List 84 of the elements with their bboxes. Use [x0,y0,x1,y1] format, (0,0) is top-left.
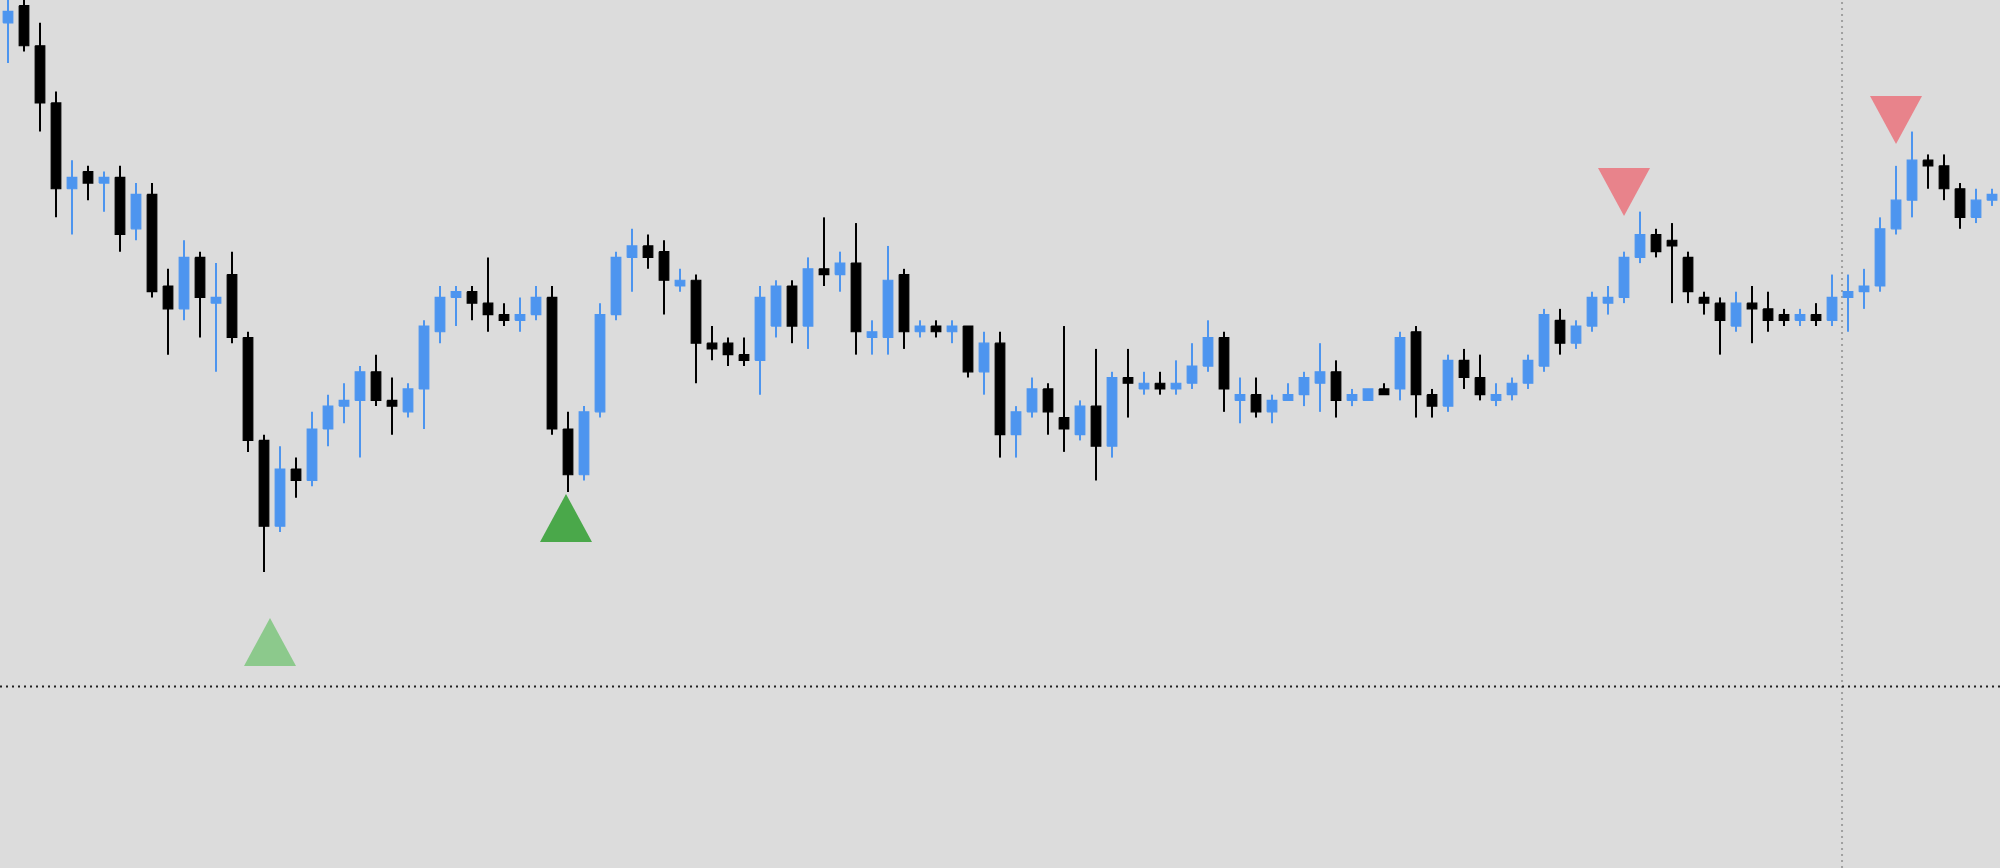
candlestick [1026,376,1038,419]
candlestick [370,353,382,408]
candlestick [1586,290,1598,333]
candlestick [1330,359,1342,419]
candlestick [1938,153,1950,202]
candlestick [530,284,542,322]
candlestick [1154,370,1166,396]
candlestick [1458,347,1470,390]
candlestick [1666,222,1678,305]
candlestick [1730,290,1742,333]
candlestick [1138,370,1150,396]
candlestick [1554,307,1566,356]
candlestick [1122,347,1134,419]
candlestick [1442,353,1454,413]
candlestick [1954,182,1966,230]
candlestick [818,216,830,287]
candlestick [482,256,494,333]
candlestick [1714,296,1726,356]
candlestick [1650,227,1662,259]
candlestick [770,279,782,339]
candlestick [1922,153,1934,190]
candlestick [1522,353,1534,390]
candlestick [1010,405,1022,459]
candlestick [82,164,94,202]
candlestick [1698,290,1710,316]
candlestick [1250,376,1262,419]
candlestick [1186,342,1198,390]
candlestick [626,227,638,293]
candlestick [1202,319,1214,373]
candlestick [962,325,974,379]
candlestick [706,325,718,362]
candlestick [466,284,478,322]
candlestick [834,250,846,293]
candlestick [1042,382,1054,436]
candlestick [1810,302,1822,328]
candlestick [386,376,398,436]
candlestick [978,330,990,396]
candlestick [402,382,414,419]
candlestick [1890,164,1902,236]
candlestick [1074,399,1086,442]
candlestick [1314,342,1326,413]
candlestick [498,302,510,328]
candlestick [1762,290,1774,333]
candlestick [1682,250,1694,305]
candlestick [1970,187,1982,225]
candlestick [1618,250,1630,305]
candlestick [354,365,366,459]
candlestick [1426,387,1438,419]
candlestick [946,319,958,345]
candlestick [1058,325,1070,453]
candlestick [1490,382,1502,408]
candlestick [1570,319,1582,350]
candlestick [514,296,526,333]
candlestick [562,410,574,493]
candlestick [2,0,14,64]
candlestick [738,336,750,368]
candlestick [450,284,462,328]
candlestick [1906,130,1918,219]
candlestick [674,267,686,293]
candlestick [1842,273,1854,333]
candlestick [322,393,334,448]
candlestick [1634,210,1646,265]
candlestick [1298,370,1310,408]
candlestick [1170,359,1182,396]
candlestick [130,182,142,242]
candlestick [1858,267,1870,310]
candlestick [1474,353,1486,402]
candlestick [194,250,206,339]
candlestick [290,456,302,499]
candlestick [866,319,878,356]
candlestick [1602,284,1614,316]
candlestick [1234,376,1246,425]
candlestick [1746,284,1758,345]
candlestick [210,262,222,373]
candlestick [434,284,446,345]
candlestick [162,267,174,356]
candlestick [338,382,350,425]
candlestick [786,279,798,345]
candlestick [642,233,654,270]
candlestick [1090,347,1102,482]
candlestick [1826,273,1838,328]
candlestick [98,170,110,213]
candlestick [18,0,30,53]
candlestick [658,239,670,316]
